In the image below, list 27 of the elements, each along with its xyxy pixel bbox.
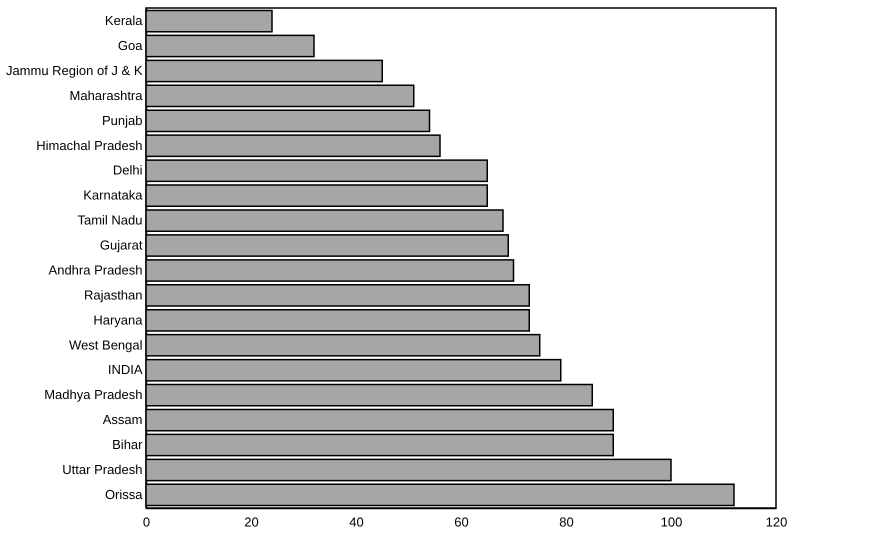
y-tick-label: Himachal Pradesh: [36, 138, 142, 153]
x-tick-label: 60: [454, 514, 469, 530]
y-tick-label: Goa: [118, 38, 144, 54]
x-tick-label: 0: [142, 514, 150, 530]
y-tick-label: Madhya Pradesh: [44, 387, 142, 402]
y-tick-label: Delhi: [112, 162, 143, 178]
y-tick-label: Bihar: [112, 437, 144, 452]
y-tick-label: Gujarat: [100, 238, 143, 253]
y-tick-label: INDIA: [108, 362, 143, 378]
y-tick-label: Uttar Pradesh: [62, 462, 142, 477]
x-tick-label: 120: [766, 514, 788, 530]
x-tick-label: 40: [349, 514, 364, 530]
y-tick-label: West Bengal: [69, 337, 143, 352]
x-tick-label: 20: [244, 514, 259, 530]
y-tick-label: Kerala: [104, 13, 144, 28]
y-tick-label: Maharashtra: [70, 88, 144, 103]
y-tick-label: Rajasthan: [84, 287, 142, 302]
y-tick-label: Andhra Pradesh: [48, 262, 142, 278]
y-tick-label: Haryana: [93, 312, 144, 328]
y-tick-label: Tamil Nadu: [77, 212, 142, 228]
y-tick-label: Punjab: [102, 112, 142, 128]
x-tick-label: 80: [559, 514, 574, 530]
y-tick-label: Jammu Region of J & K: [6, 62, 143, 78]
y-tick-label: Karnataka: [83, 188, 144, 203]
y-tick-label: Orissa: [104, 486, 144, 502]
x-tick-label: 100: [660, 514, 682, 530]
y-tick-label: Assam: [102, 412, 142, 428]
